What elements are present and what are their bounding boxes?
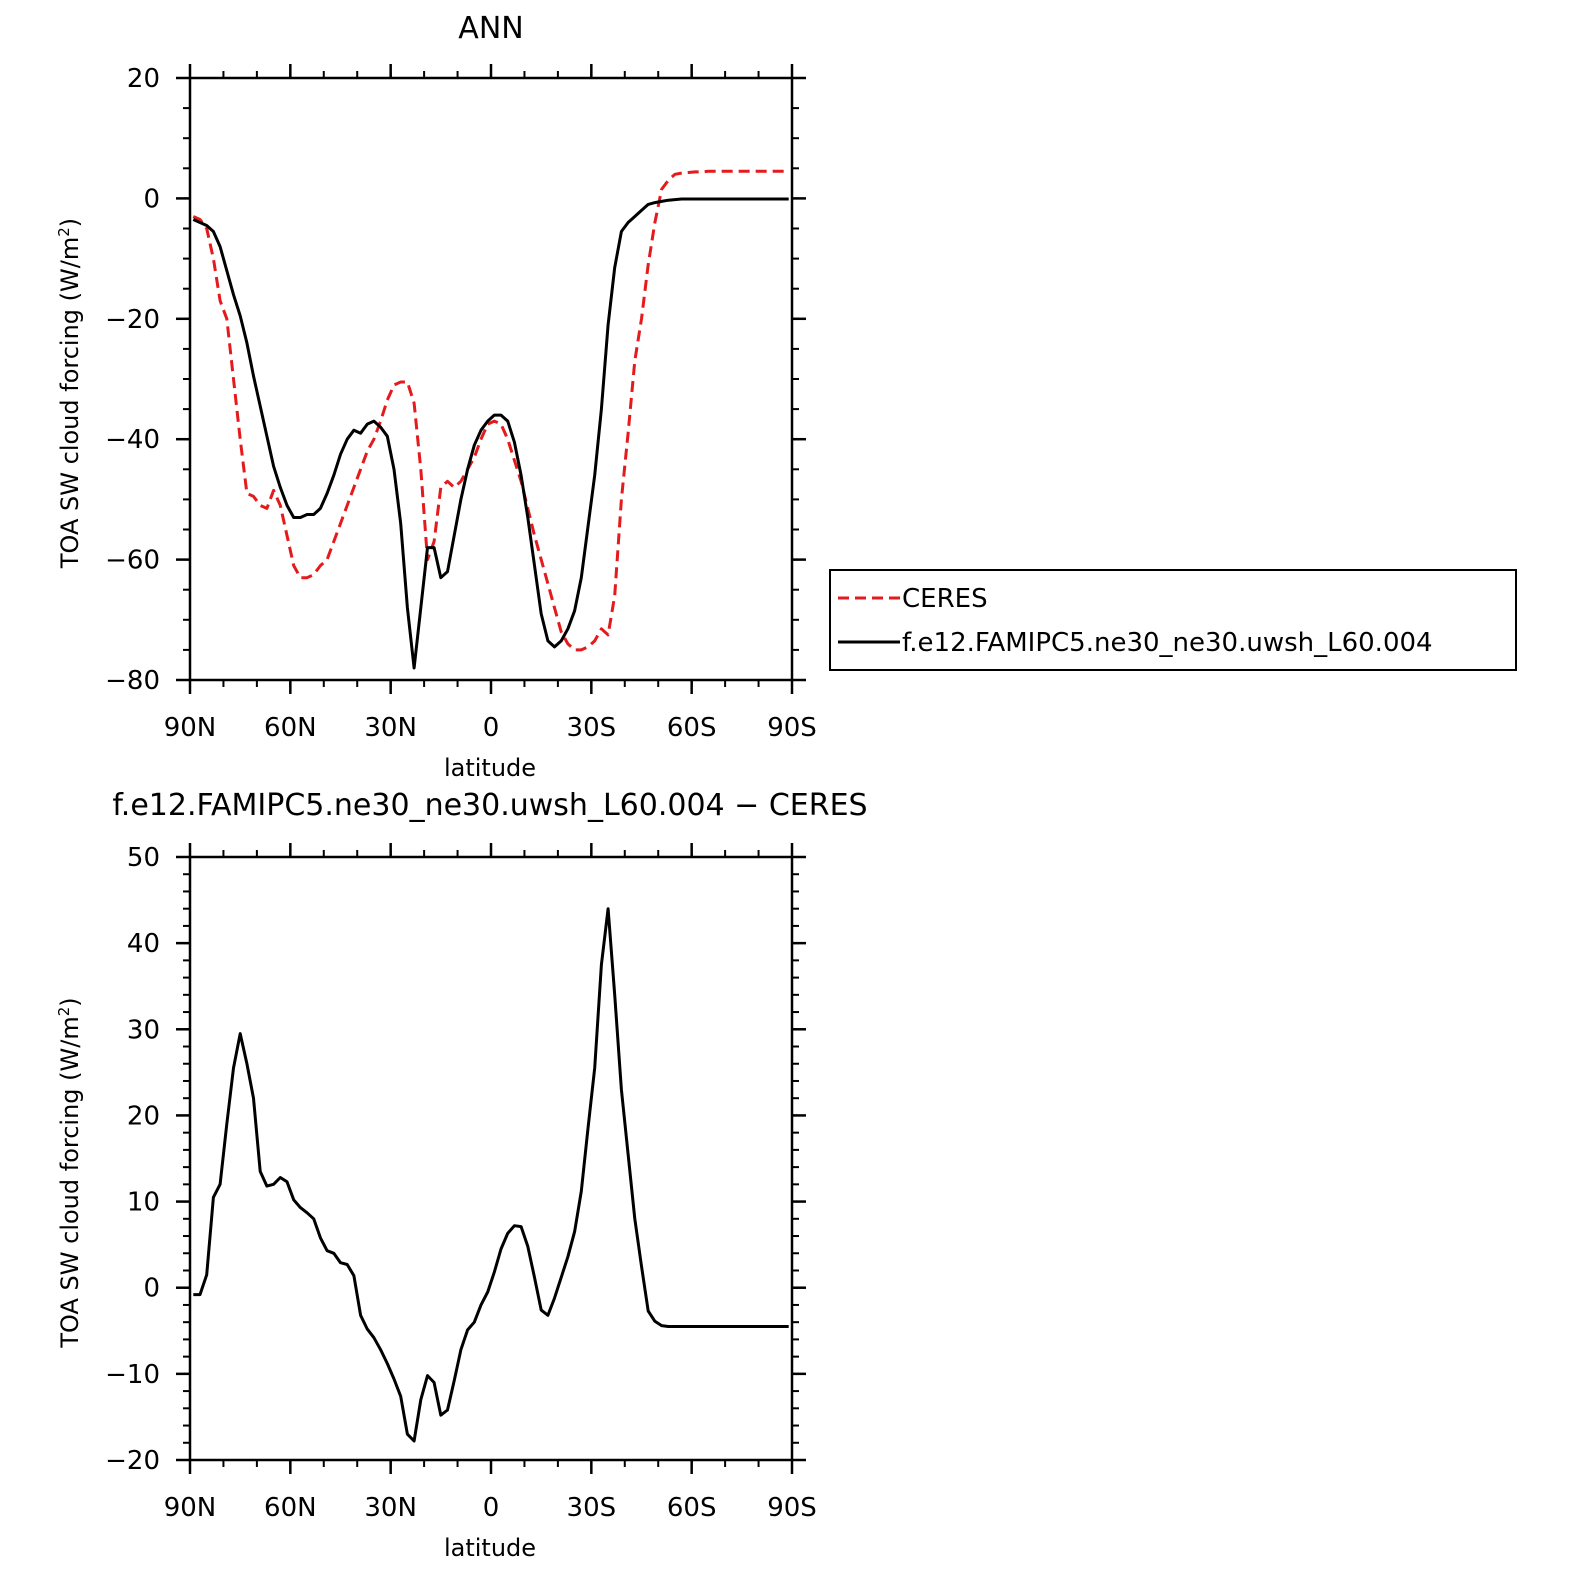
- series-line-1: [193, 907, 789, 1443]
- x-tick-label: 60N: [264, 713, 317, 743]
- x-tick-label: 60N: [264, 1493, 317, 1523]
- y-tick-label: −60: [105, 546, 160, 576]
- x-tick-label: 30N: [364, 1493, 417, 1523]
- plot-frame: [188, 855, 794, 1462]
- x-axis-title: latitude: [444, 1534, 536, 1562]
- plot-frame: [188, 76, 794, 682]
- x-tick-label: 90N: [164, 1493, 217, 1523]
- x-tick-label: 60S: [667, 1493, 717, 1523]
- legend-label-2: f.e12.FAMIPC5.ne30_ne30.uwsh_L60.004: [902, 628, 1433, 658]
- y-tick-label: 0: [143, 1274, 160, 1304]
- x-tick-label: 60S: [667, 713, 717, 743]
- x-tick-label: 0: [483, 1493, 500, 1523]
- y-tick-label: 40: [127, 929, 160, 959]
- y-tick-label: 50: [127, 843, 160, 873]
- x-tick-label: 90S: [767, 1493, 817, 1523]
- series-line-1: [192, 169, 789, 652]
- y-tick-label: 10: [127, 1188, 160, 1218]
- x-tick-label: 90N: [164, 713, 217, 743]
- y-tick-label: 20: [127, 64, 160, 94]
- y-tick-label: −20: [105, 1446, 160, 1476]
- y-tick-label: 30: [127, 1015, 160, 1045]
- y-tick-label: −20: [105, 305, 160, 335]
- y-axis-title: TOA SW cloud forcing (W/m2): [55, 218, 84, 569]
- y-tick-label: 0: [143, 184, 160, 214]
- x-tick-label: 90S: [767, 713, 817, 743]
- legend-label-1: CERES: [902, 584, 988, 614]
- x-axis-title: latitude: [444, 754, 536, 782]
- chart-title: ANN: [458, 11, 523, 46]
- y-tick-label: −80: [105, 666, 160, 696]
- x-tick-label: 0: [483, 713, 500, 743]
- legend-box: [829, 569, 1517, 671]
- chart-title: f.e12.FAMIPC5.ne30_ne30.uwsh_L60.004 − C…: [112, 788, 867, 823]
- x-tick-label: 30S: [567, 1493, 617, 1523]
- panel-difference: f.e12.FAMIPC5.ne30_ne30.uwsh_L60.004 − C…: [55, 788, 868, 1562]
- x-tick-label: 30S: [567, 713, 617, 743]
- y-axis-title: TOA SW cloud forcing (W/m2): [55, 997, 84, 1348]
- series-line-2: [192, 197, 789, 670]
- y-tick-label: −40: [105, 425, 160, 455]
- x-tick-label: 30N: [364, 713, 417, 743]
- y-tick-label: −10: [105, 1360, 160, 1390]
- y-tick-label: 20: [127, 1101, 160, 1131]
